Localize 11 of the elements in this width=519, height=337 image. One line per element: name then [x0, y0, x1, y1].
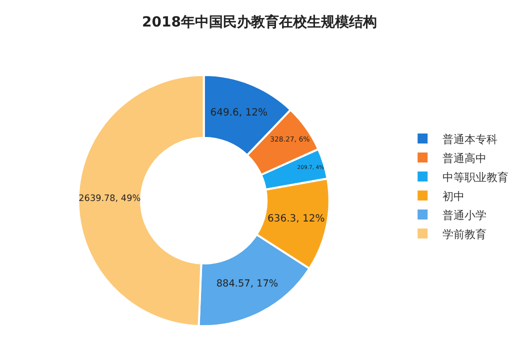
data-label: 2639.78, 49% — [78, 194, 141, 204]
data-label: 884.57, 17% — [216, 278, 278, 290]
data-label: 636.3, 12% — [268, 214, 325, 225]
legend-label: 普通本专科 — [442, 132, 498, 146]
legend-label: 初中 — [442, 190, 465, 203]
data-label: 649.6, 12% — [210, 108, 268, 119]
legend-label: 普通高中 — [442, 152, 487, 165]
legend-label: 普通小学 — [442, 208, 487, 222]
legend-label: 学前教育 — [442, 228, 487, 241]
chart-title: 2018年中国民办教育在校生规模结构 — [142, 14, 377, 31]
legend-label: 中等职业教育 — [442, 170, 509, 184]
